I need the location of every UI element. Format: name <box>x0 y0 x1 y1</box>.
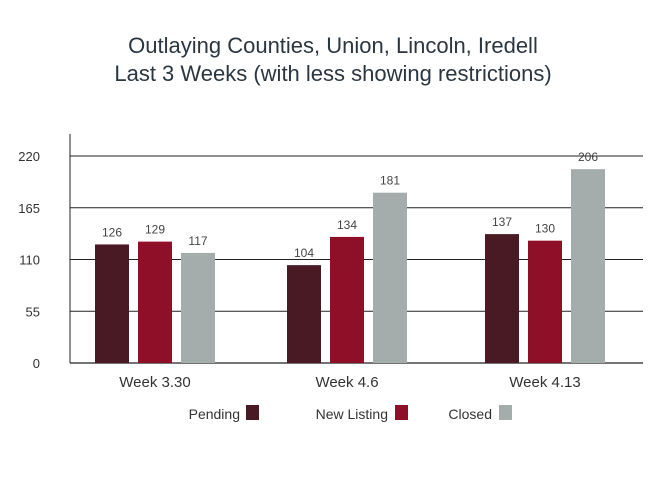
bar-closed <box>373 192 407 363</box>
legend-swatch <box>246 405 259 420</box>
y-tick-label: 165 <box>18 201 40 216</box>
y-axis-ticks: 0 55 110 165 220 <box>18 149 40 371</box>
data-labels: 126 129 117 104 134 181 137 130 206 <box>102 150 598 260</box>
data-label: 130 <box>535 222 555 236</box>
bar-closed <box>571 169 605 363</box>
bar-pending <box>287 265 321 363</box>
bar-new-listing <box>138 241 172 363</box>
bar-closed <box>181 252 215 363</box>
bar-new-listing <box>330 236 364 363</box>
x-axis-categories: Week 3.30 Week 4.6 Week 4.13 <box>119 374 580 391</box>
y-tick-label: 0 <box>33 356 40 371</box>
data-label: 181 <box>380 174 400 188</box>
data-label: 134 <box>337 218 357 232</box>
legend-swatch <box>499 405 512 420</box>
x-category-label: Week 4.6 <box>315 374 378 391</box>
y-tick-label: 55 <box>26 304 40 319</box>
bar-new-listing <box>528 240 562 363</box>
data-label: 137 <box>492 215 512 229</box>
y-tick-label: 220 <box>18 149 40 164</box>
legend-label: New Listing <box>316 406 388 422</box>
legend-swatch <box>395 405 408 420</box>
data-label: 104 <box>294 246 314 260</box>
data-label: 129 <box>145 223 165 237</box>
bar-pending <box>95 244 129 363</box>
legend: Pending New Listing Closed <box>189 405 512 422</box>
bar-pending <box>485 234 519 363</box>
x-category-label: Week 3.30 <box>119 374 190 391</box>
data-label: 126 <box>102 225 122 239</box>
data-label: 117 <box>188 234 207 248</box>
chart-title: Outlaying Counties, Union, Lincoln, Ired… <box>128 33 538 58</box>
legend-label: Closed <box>448 406 492 422</box>
chart-subtitle: Last 3 Weeks (with less showing restrict… <box>114 61 551 86</box>
y-tick-label: 110 <box>19 253 40 268</box>
x-category-label: Week 4.13 <box>509 374 580 391</box>
legend-label: Pending <box>189 406 240 422</box>
data-label: 206 <box>578 150 598 164</box>
bars <box>95 169 605 363</box>
